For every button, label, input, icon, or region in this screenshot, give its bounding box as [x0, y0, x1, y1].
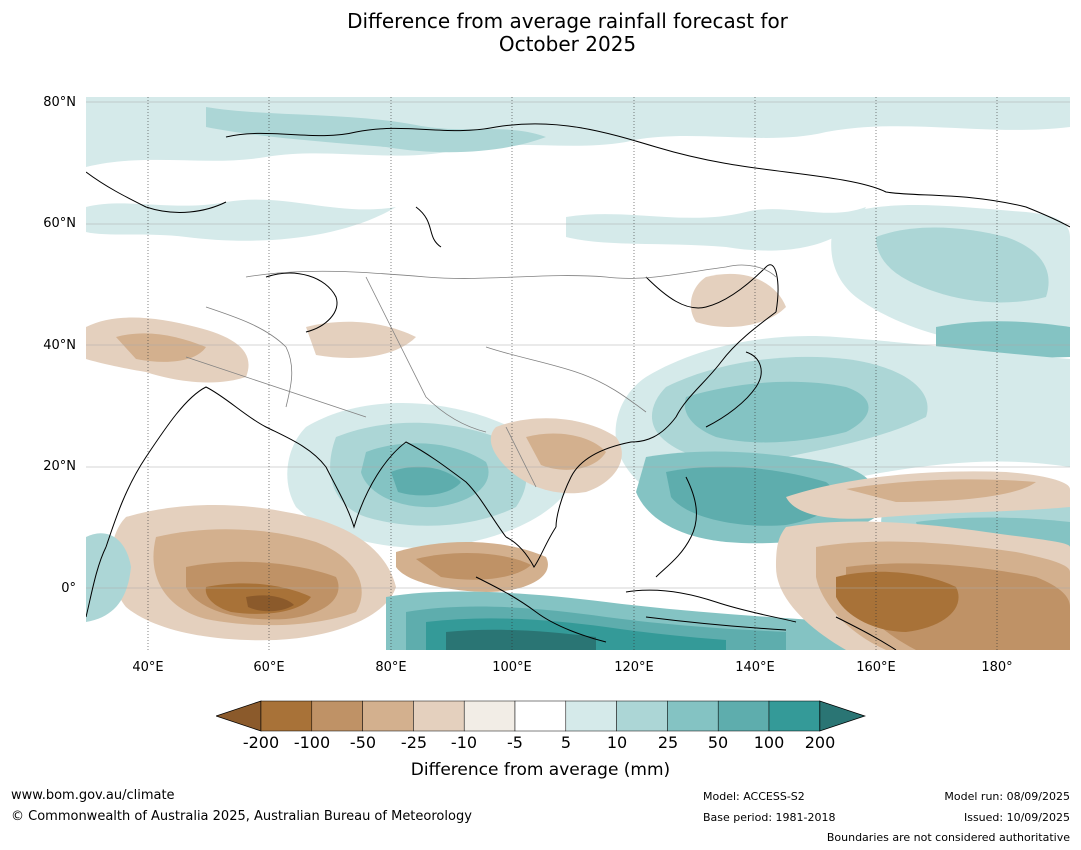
colorbar-segment [717, 700, 770, 732]
website-link[interactable]: www.bom.gov.au/climate [11, 788, 175, 803]
colorbar-segment [260, 700, 313, 732]
lon-label-160e: 160°E [856, 660, 896, 675]
colorbar-tick: 10 [606, 733, 628, 752]
colorbar-extend-high [819, 700, 866, 732]
colorbar-tick: 200 [804, 733, 836, 752]
lon-label-80e: 80°E [375, 660, 407, 675]
issued-text: Issued: 10/09/2025 [963, 811, 1070, 824]
colorbar-tick: 100 [753, 733, 785, 752]
title-line-1: Difference from average rainfall forecas… [347, 9, 788, 33]
lat-label-40n: 40°N [43, 338, 76, 353]
colorbar-segment [413, 700, 465, 732]
rainfall-anomaly-map [86, 97, 1070, 650]
colorbar-segment [667, 700, 719, 732]
colorbar-label: Difference from average (mm) [410, 760, 671, 780]
base-period-text: Base period: 1981-2018 [703, 811, 836, 824]
colorbar-segment [565, 700, 617, 732]
colorbar-segments [216, 700, 866, 732]
lat-label-0: 0° [61, 581, 76, 596]
colorbar-tick: -10 [450, 733, 478, 752]
colorbar-segment [616, 700, 668, 732]
lat-label-20n: 20°N [43, 459, 76, 474]
colorbar-tick: -50 [349, 733, 377, 752]
lon-label-120e: 120°E [614, 660, 654, 675]
lat-label-80n: 80°N [43, 95, 76, 110]
map-canvas [86, 97, 1070, 650]
colorbar [216, 700, 866, 732]
colorbar-segment [514, 700, 567, 732]
lon-label-40e: 40°E [132, 660, 164, 675]
colorbar-tick: -100 [293, 733, 331, 752]
colorbar-extend-low [216, 700, 262, 732]
map-title: Difference from average rainfall forecas… [0, 10, 1081, 56]
lon-label-100e: 100°E [492, 660, 532, 675]
lon-label-140e: 140°E [735, 660, 775, 675]
colorbar-tick: -25 [400, 733, 428, 752]
colorbar-segment [463, 700, 516, 732]
colorbar-segment [311, 700, 363, 732]
colorbar-segment [768, 700, 821, 732]
lat-label-60n: 60°N [43, 216, 76, 231]
model-text: Model: ACCESS-S2 [703, 790, 805, 803]
colorbar-segment [362, 700, 414, 732]
colorbar-tick: -200 [242, 733, 280, 752]
colorbar-tick: 50 [707, 733, 729, 752]
copyright-text: © Commonwealth of Australia 2025, Austra… [11, 809, 472, 824]
colorbar-tick: 5 [560, 733, 572, 752]
boundaries-disclaimer: Boundaries are not considered authoritat… [826, 831, 1070, 844]
lon-label-180: 180° [981, 660, 1013, 675]
title-line-2: October 2025 [498, 32, 637, 56]
colorbar-tick: -5 [507, 733, 523, 752]
model-run-text: Model run: 08/09/2025 [944, 790, 1070, 803]
lon-label-60e: 60°E [253, 660, 285, 675]
colorbar-tick: 25 [657, 733, 679, 752]
